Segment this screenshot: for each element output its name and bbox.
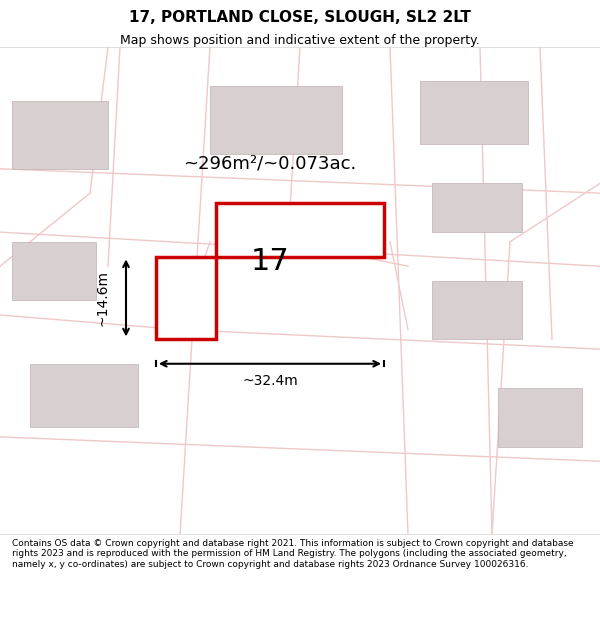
Text: ~14.6m: ~14.6m [95,270,109,326]
Text: ~296m²/~0.073ac.: ~296m²/~0.073ac. [184,155,356,173]
FancyBboxPatch shape [12,242,96,301]
Text: 17: 17 [251,247,289,276]
Polygon shape [156,203,384,339]
FancyBboxPatch shape [498,388,582,447]
Text: Map shows position and indicative extent of the property.: Map shows position and indicative extent… [120,34,480,47]
FancyBboxPatch shape [12,101,108,169]
FancyBboxPatch shape [210,86,342,154]
Text: Contains OS data © Crown copyright and database right 2021. This information is : Contains OS data © Crown copyright and d… [12,539,574,569]
FancyBboxPatch shape [432,281,522,339]
Text: 17, PORTLAND CLOSE, SLOUGH, SL2 2LT: 17, PORTLAND CLOSE, SLOUGH, SL2 2LT [129,10,471,25]
FancyBboxPatch shape [432,183,522,232]
FancyBboxPatch shape [420,81,528,144]
FancyBboxPatch shape [30,364,138,427]
Text: ~32.4m: ~32.4m [242,374,298,388]
